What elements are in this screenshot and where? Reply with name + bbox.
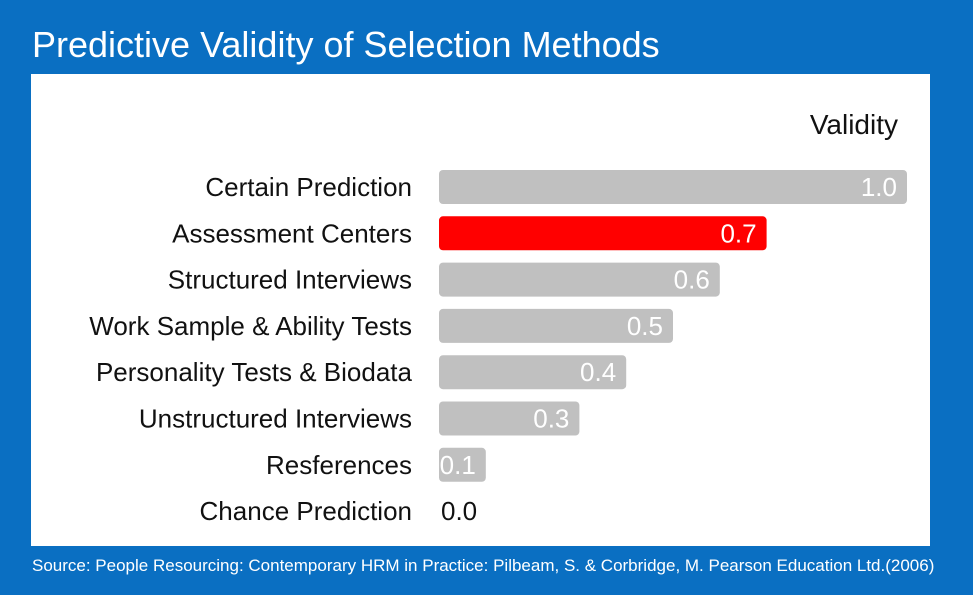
- value-label: 0.5: [627, 311, 663, 341]
- bar: [439, 308, 673, 343]
- bar: [439, 216, 767, 251]
- value-label: 1.0: [861, 172, 897, 202]
- bar: [439, 170, 907, 204]
- category-label: Structured Interviews: [168, 265, 412, 295]
- category-label: Chance Prediction: [200, 496, 412, 526]
- value-label: 0.7: [720, 218, 756, 248]
- category-label: Personality Tests & Biodata: [96, 357, 413, 387]
- bar: [439, 355, 627, 390]
- category-label: Assessment Centers: [172, 218, 412, 248]
- validity-bar-chart: Validity Certain Prediction 1.0 Assessment…: [89, 109, 907, 526]
- value-label: 0.3: [533, 404, 569, 434]
- slide-title: Predictive Validity of Selection Methods: [32, 24, 660, 65]
- value-label: 0.0: [441, 496, 477, 526]
- source-citation: Source: People Resourcing: Contemporary …: [32, 556, 935, 575]
- value-label: 0.1: [440, 450, 476, 480]
- chart-panel: Validity Certain Prediction 1.0 Assessment…: [31, 74, 930, 546]
- bars-layer: Certain Prediction 1.0 Assessment Centers 0…: [89, 170, 907, 526]
- value-label: 0.6: [674, 265, 710, 295]
- value-label: 0.4: [580, 357, 616, 387]
- category-label: Certain Prediction: [205, 172, 412, 202]
- category-label: Resferences: [266, 450, 412, 480]
- category-label: Unstructured Interviews: [139, 404, 412, 434]
- category-label: Work Sample & Ability Tests: [89, 311, 412, 341]
- bar: [439, 262, 720, 297]
- bar: [439, 401, 580, 436]
- bar: [439, 447, 486, 482]
- value-heading: Validity: [810, 109, 898, 140]
